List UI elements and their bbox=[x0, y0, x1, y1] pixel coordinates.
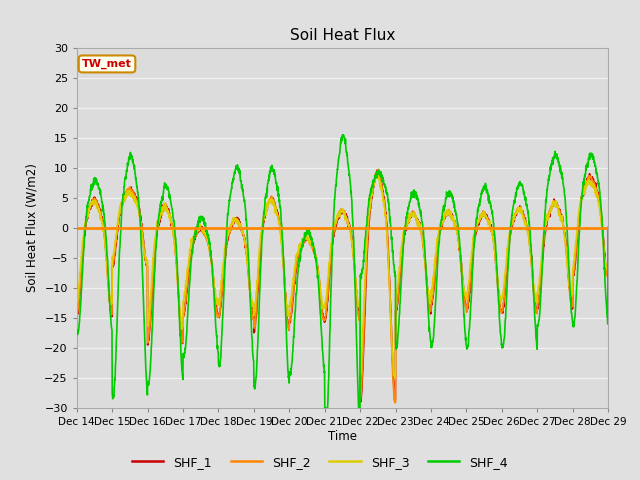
Title: Soil Heat Flux: Soil Heat Flux bbox=[290, 28, 395, 43]
Text: TW_met: TW_met bbox=[82, 59, 132, 69]
X-axis label: Time: Time bbox=[328, 430, 357, 443]
Y-axis label: Soil Heat Flux (W/m2): Soil Heat Flux (W/m2) bbox=[26, 164, 38, 292]
Legend: SHF_1, SHF_2, SHF_3, SHF_4: SHF_1, SHF_2, SHF_3, SHF_4 bbox=[127, 451, 513, 474]
